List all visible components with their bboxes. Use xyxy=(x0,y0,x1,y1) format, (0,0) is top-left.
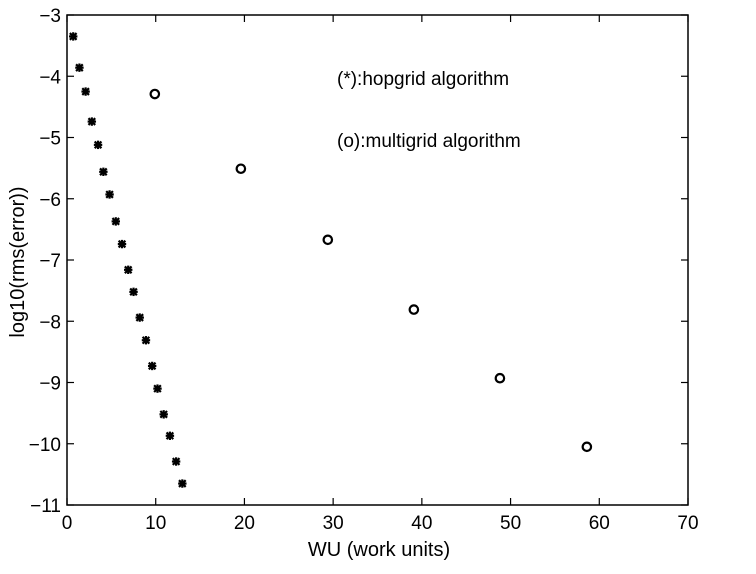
legend-note-hopgrid: (*):hopgrid algorithm xyxy=(337,69,509,90)
x-tick-label: 30 xyxy=(323,513,344,534)
y-tick-label: −10 xyxy=(29,435,61,456)
hopgrid-point xyxy=(117,239,127,249)
hopgrid-point xyxy=(69,32,78,41)
hopgrid-point xyxy=(81,87,90,96)
hopgrid-point xyxy=(178,479,187,488)
x-tick-label: 50 xyxy=(500,513,521,534)
axis-tick-labels: 0 10 20 30 40 50 60 70 −3 −4 −5 −6 −7 −8 −9 −10 −11 xyxy=(29,6,699,534)
multigrid-point xyxy=(408,304,420,315)
multigrid-point xyxy=(149,88,161,100)
hopgrid-point xyxy=(141,336,151,345)
hopgrid-point xyxy=(124,265,133,274)
hopgrid-point xyxy=(129,287,138,297)
data-points xyxy=(69,32,593,488)
y-axis-label: log10(rms(error)) xyxy=(7,186,29,337)
x-tick-label: 0 xyxy=(62,513,73,534)
hopgrid-point xyxy=(135,313,144,322)
hopgrid-point xyxy=(87,117,97,126)
y-tick-label: −5 xyxy=(39,129,61,150)
y-tick-label: −4 xyxy=(39,67,61,88)
x-tick-label: 70 xyxy=(677,513,698,534)
hopgrid-point xyxy=(165,431,175,440)
multigrid-point xyxy=(235,163,247,175)
y-tick-label: −6 xyxy=(39,190,61,211)
y-tick-label: −3 xyxy=(39,6,61,27)
y-tick-label: −11 xyxy=(30,496,61,517)
y-tick-label: −7 xyxy=(39,251,61,272)
hopgrid-point xyxy=(153,384,162,393)
hopgrid-point xyxy=(147,361,157,371)
x-axis-label: WU (work units) xyxy=(308,539,450,561)
hopgrid-point xyxy=(171,457,181,466)
x-tick-label: 60 xyxy=(589,513,610,534)
x-tick-label: 40 xyxy=(411,513,432,534)
y-tick-label: −8 xyxy=(39,312,61,333)
legend-note-multigrid: (o):multigrid algorithm xyxy=(337,131,521,152)
y-tick-label: −9 xyxy=(39,374,61,395)
multigrid-point xyxy=(322,234,334,246)
multigrid-point xyxy=(581,441,593,453)
hopgrid-point xyxy=(111,217,120,226)
multigrid-point xyxy=(494,372,506,384)
hopgrid-point xyxy=(99,167,108,176)
axis-ticks xyxy=(66,14,689,506)
hopgrid-point xyxy=(93,140,103,150)
x-tick-label: 20 xyxy=(234,513,255,534)
x-tick-label: 10 xyxy=(145,513,166,534)
hopgrid-point xyxy=(105,190,114,199)
hopgrid-point xyxy=(75,63,84,72)
hopgrid-point xyxy=(159,410,168,419)
